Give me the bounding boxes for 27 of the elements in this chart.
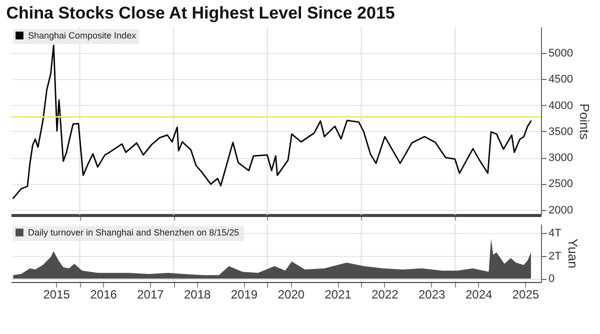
- y-tick-label: 2T: [548, 250, 562, 262]
- legend-label: Shanghai Composite Index: [28, 30, 137, 40]
- x-tick-label: 2024: [465, 288, 492, 302]
- y-tick-label: 3000: [548, 152, 573, 164]
- y-tick-label: 0: [548, 273, 555, 286]
- legend-label: Daily turnover in Shanghai and Shenzhen on 8/15/25: [28, 228, 240, 238]
- x-tick-label: 2019: [230, 288, 258, 302]
- y-axis-title: Yuan: [565, 238, 580, 268]
- x-tick-label: 2020: [278, 288, 305, 302]
- y-tick-label: 2000: [548, 204, 573, 216]
- y-axis-title: Points: [576, 103, 592, 140]
- y-tick-label: 4T: [548, 228, 562, 240]
- x-tick-label: 2025: [512, 288, 540, 302]
- y-tick-label: 4500: [548, 74, 573, 86]
- y-tick-label: 5000: [548, 48, 573, 60]
- x-tick-label: 2016: [90, 288, 118, 302]
- x-tick-label: 2017: [137, 288, 164, 302]
- y-tick-label: 3500: [548, 126, 573, 138]
- x-tick-label: 2023: [418, 288, 446, 302]
- y-tick-label: 2500: [548, 178, 573, 190]
- line-series: [12, 44, 532, 199]
- x-tick-label: 2021: [324, 288, 352, 302]
- x-tick-label: 2015: [43, 288, 70, 302]
- x-tick-label: 2022: [372, 288, 399, 302]
- y-tick-label: 4000: [548, 100, 573, 112]
- chart-title: China Stocks Close At Highest Level Since 2015: [6, 4, 395, 22]
- x-tick-label: 2018: [184, 288, 211, 302]
